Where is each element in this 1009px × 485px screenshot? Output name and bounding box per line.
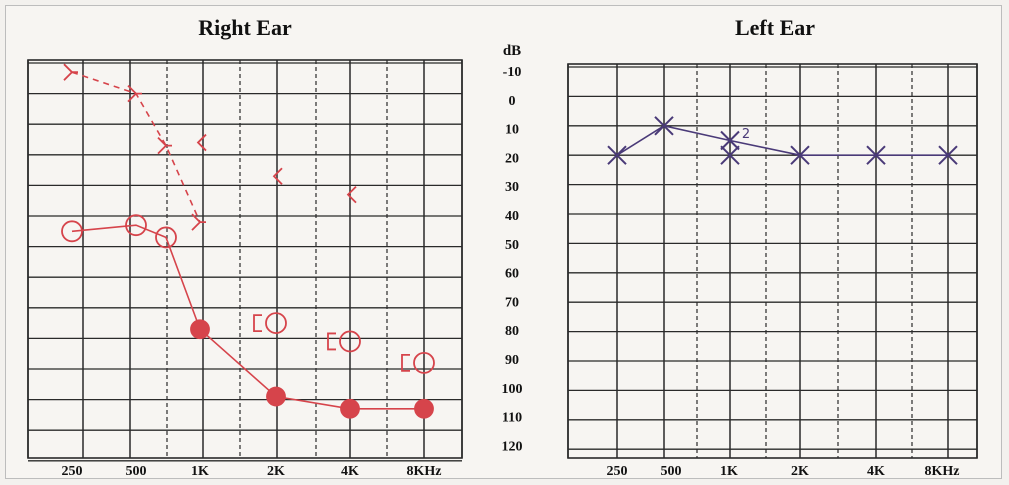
plot-border [567, 63, 978, 459]
x-mark-point [866, 145, 886, 165]
x-mark-point [790, 145, 810, 165]
unmasked-circle-point [413, 351, 435, 374]
x-tick-label: 1K [191, 464, 209, 479]
y-tick-label: 120 [502, 439, 523, 454]
bracket-point [327, 332, 336, 351]
masked-bracket-point [157, 136, 172, 155]
bone-bracket-point [346, 185, 357, 204]
y-tick-label: 20 [505, 151, 519, 166]
x-tick-label: 4K [867, 464, 885, 479]
x-tick-label: 250 [62, 464, 83, 479]
bone-bracket-point [196, 133, 207, 152]
masked-bracket-point [63, 63, 78, 81]
series-line [616, 124, 948, 156]
x-mark-point [720, 145, 740, 165]
y-tick-label: 40 [505, 209, 519, 224]
air-conduction-point [155, 226, 177, 249]
x-tick-label: 8KHz [925, 464, 960, 479]
series-line [71, 224, 424, 410]
bone-bracket-point [272, 167, 283, 185]
bone-conduction-point [190, 319, 210, 340]
bone-conduction-point [414, 398, 434, 419]
db-axis-label: dB [503, 43, 521, 59]
x-tick-label: 4K [341, 464, 359, 479]
x-mark-point [720, 130, 740, 151]
y-tick-label: 30 [505, 180, 519, 195]
x-tick-label: 8KHz [407, 464, 442, 479]
y-tick-label: 90 [505, 353, 519, 368]
x-tick-label: 500 [126, 464, 147, 479]
y-tick-label: 50 [505, 238, 519, 253]
y-tick-label: 70 [505, 295, 519, 310]
series-line [71, 71, 201, 223]
y-tick-label: 100 [502, 382, 523, 397]
x-mark-point [654, 116, 674, 136]
x-tick-label: 1K [720, 464, 738, 479]
bracket-point [253, 314, 262, 332]
y-tick-label: 60 [505, 267, 519, 282]
y-tick-label: 0 [509, 94, 516, 109]
x-mark-point [607, 145, 627, 165]
y-tick-label: 110 [502, 411, 522, 426]
unmasked-circle-point [265, 312, 287, 335]
bone-conduction-point [340, 398, 360, 419]
bone-conduction-point [266, 386, 286, 407]
right-ear-plot: 250 500 1K 2K 4K 8KHz [27, 59, 463, 479]
air-conduction-point [61, 220, 83, 243]
left-ear-title: Left Ear [735, 15, 815, 40]
right-ear-title: Right Ear [198, 15, 292, 40]
y-tick-label: -10 [503, 65, 522, 80]
x-tick-label: 500 [661, 464, 682, 479]
masked-bracket-point [127, 84, 142, 103]
x-tick-label: 2K [791, 464, 809, 479]
unmasked-circle-point [339, 330, 361, 353]
plot-border [27, 59, 463, 459]
y-tick-label: 80 [505, 324, 519, 339]
x-tick-label: 2K [267, 464, 285, 479]
handwritten-note: 2 [742, 127, 750, 142]
y-tick-label: 10 [505, 123, 519, 138]
air-conduction-point [125, 214, 147, 237]
bracket-point [401, 353, 410, 372]
left-ear-plot: 250 500 1K 2K 4K 8KHz [567, 63, 978, 479]
x-tick-label: 250 [607, 464, 628, 479]
masked-bracket-point [191, 213, 206, 231]
x-mark-point [938, 145, 958, 165]
